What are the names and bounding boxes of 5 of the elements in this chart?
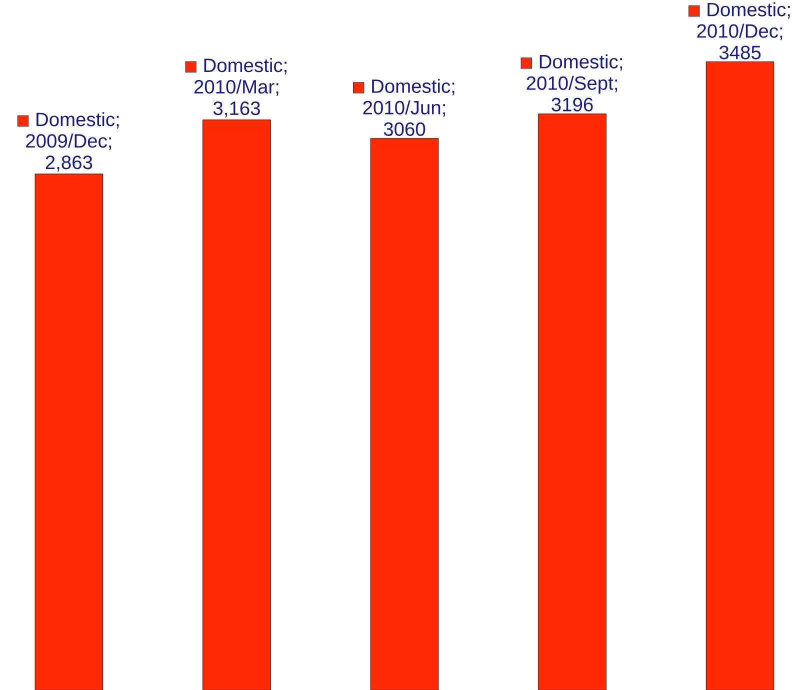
data-label: Domestic; 2009/Dec; 2,863 xyxy=(26,112,119,172)
data-label: Domestic; 2010/Jun; 3060 xyxy=(363,78,454,136)
data-label: Domestic; 2010/Sept; 3196 xyxy=(526,54,622,112)
data-label: Domestic; 2010/Mar; 3,163 xyxy=(194,58,286,118)
data-label: Domestic; 2010/Dec; 3485 xyxy=(697,2,790,60)
